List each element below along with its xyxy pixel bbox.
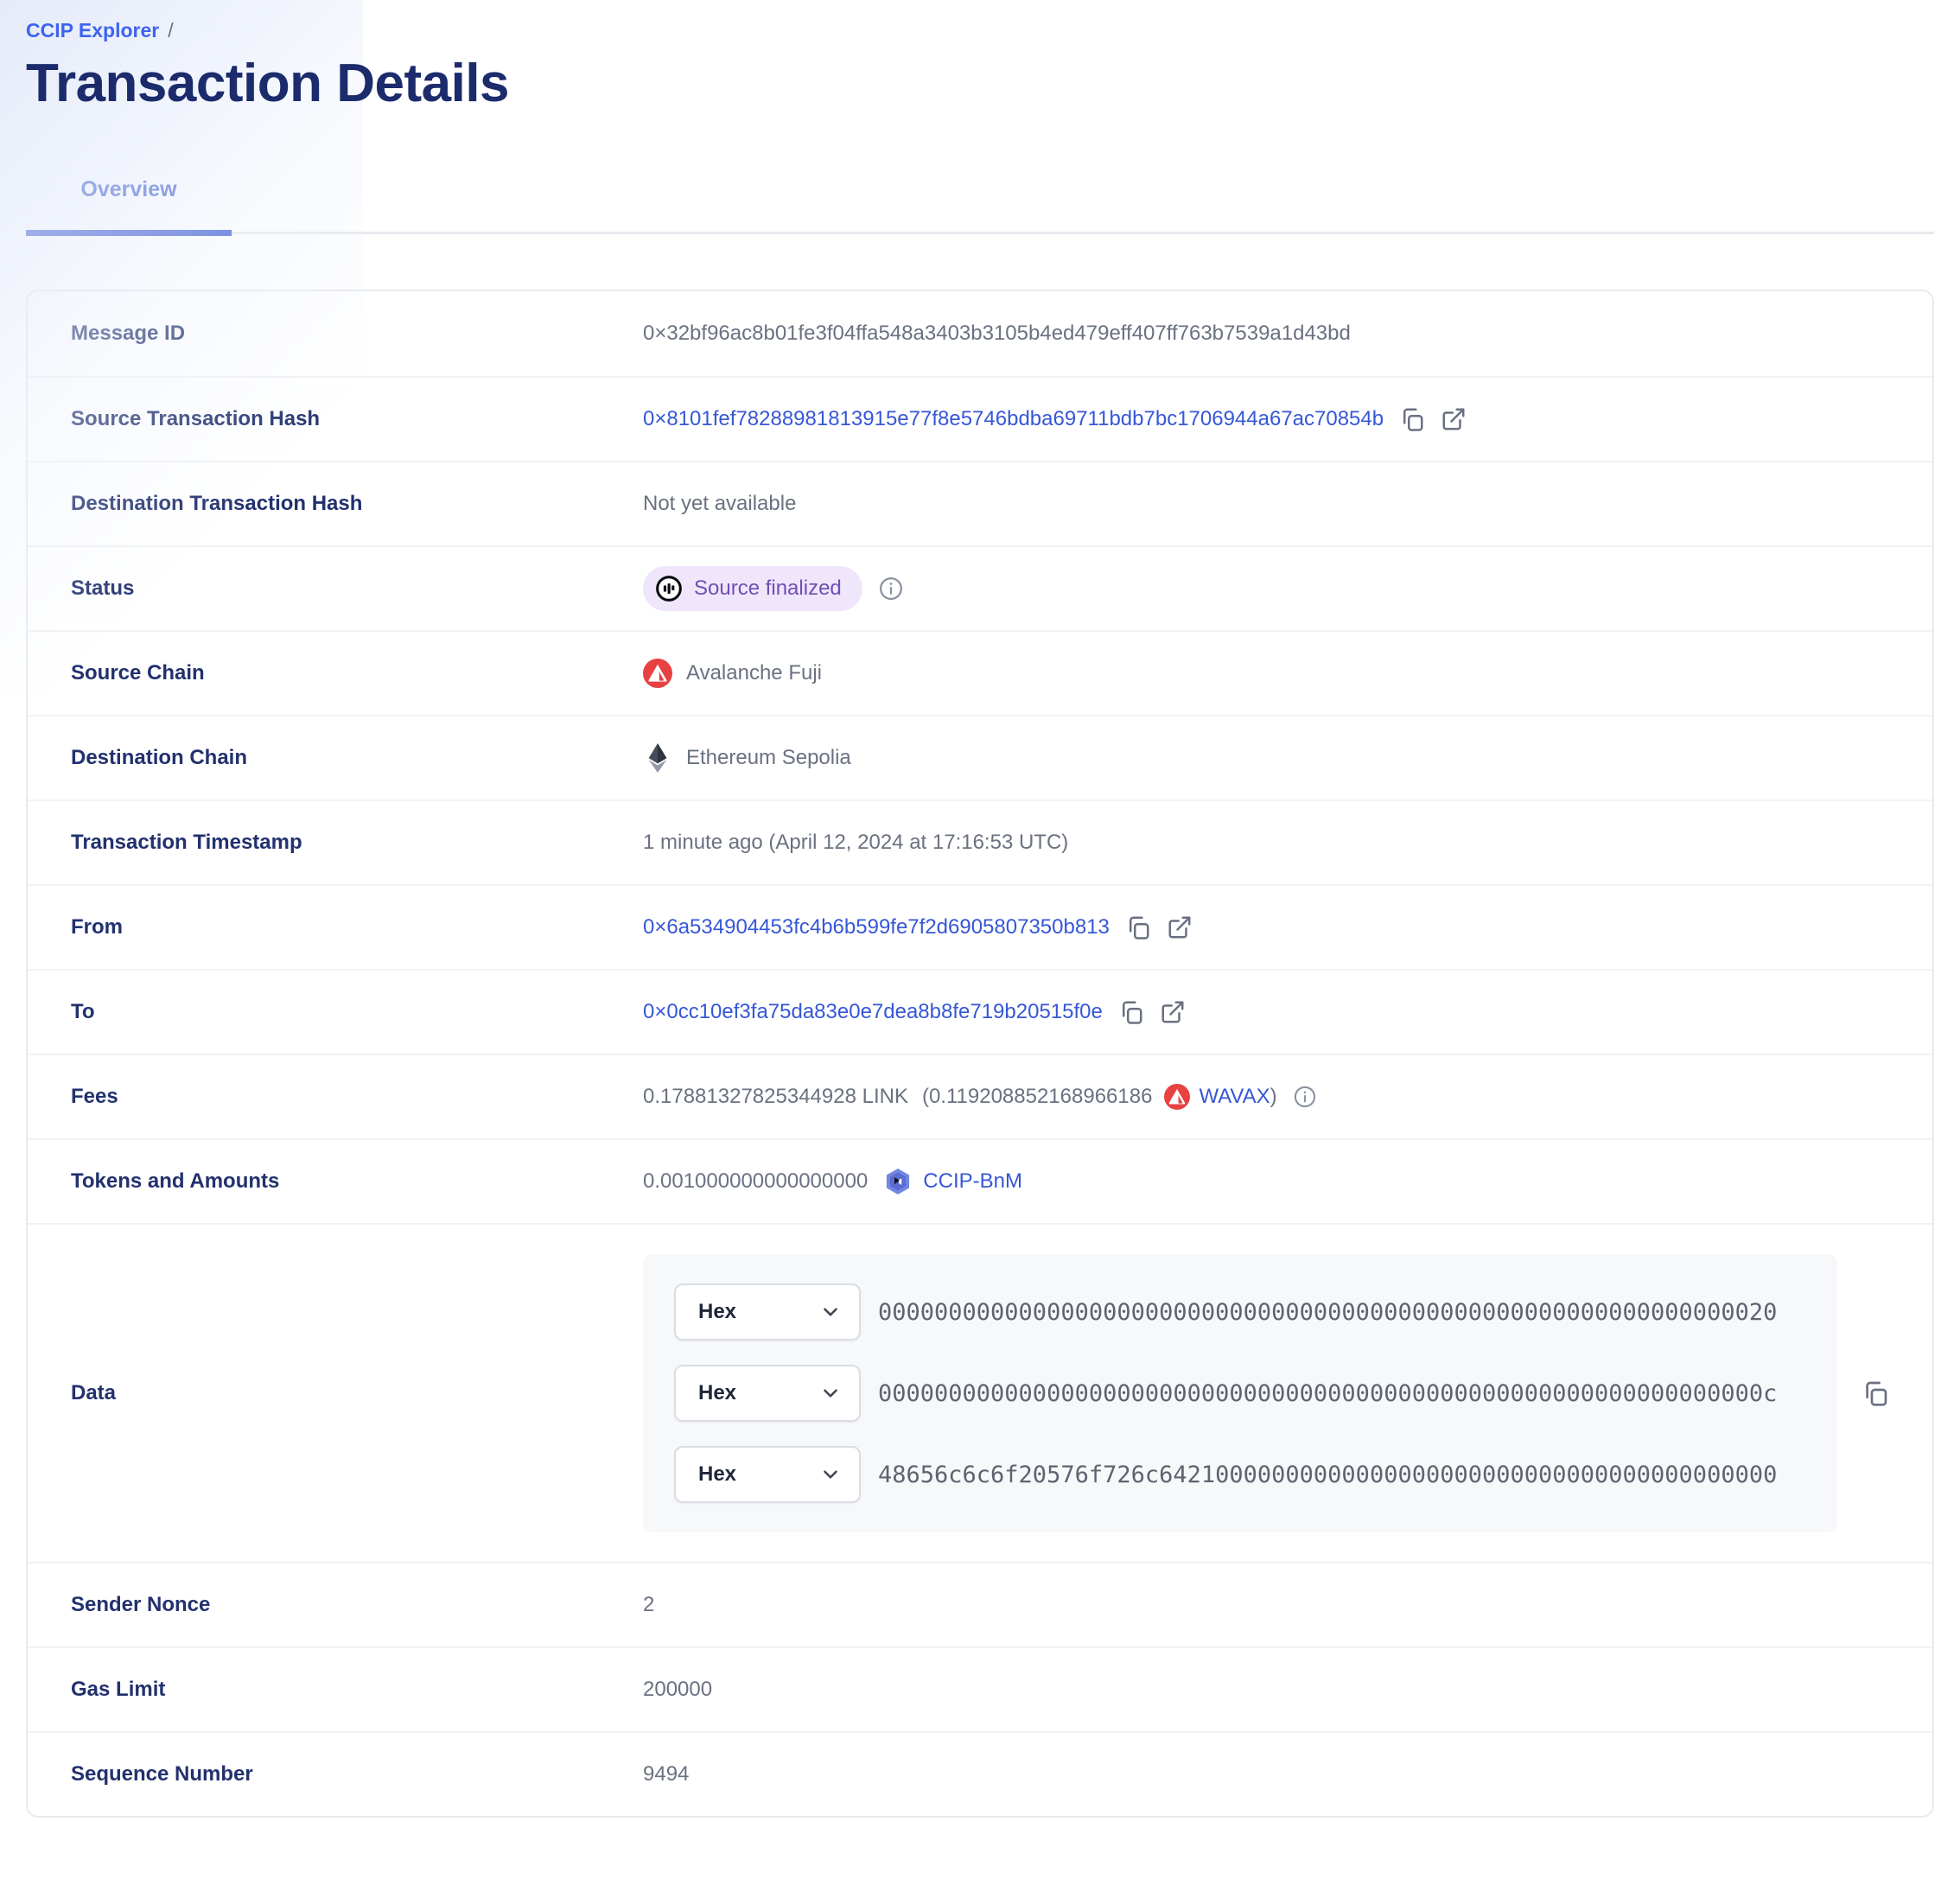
info-icon (1293, 1085, 1317, 1109)
table-row-to: To 0×0cc10ef3fa75da83e0e7dea8b8fe719b205… (28, 969, 1932, 1054)
row-label: To (71, 1000, 95, 1024)
tab-bar: Overview (26, 177, 1934, 237)
info-icon (878, 576, 904, 602)
table-row-timestamp: Transaction Timestamp 1 minute ago (Apri… (28, 799, 1932, 884)
copy-icon (1125, 914, 1151, 940)
external-link-icon (1160, 999, 1186, 1025)
fees-close-paren: ) (1270, 1085, 1277, 1109)
copy-button[interactable] (1118, 999, 1144, 1025)
copy-button[interactable] (1399, 406, 1425, 432)
copy-icon (1861, 1379, 1889, 1407)
data-line: Hex 000000000000000000000000000000000000… (674, 1365, 1806, 1423)
dest-chain-name: Ethereum Sepolia (686, 746, 851, 770)
dest-tx-hash-value: Not yet available (643, 492, 797, 516)
table-row-message-id: Message ID 0×32bf96ac8b01fe3f04ffa548a34… (28, 291, 1932, 376)
table-row-fees: Fees 0.17881327825344928 LINK (0.1192088… (28, 1054, 1932, 1138)
row-label: Sender Nonce (71, 1593, 211, 1617)
hex-select-value: Hex (698, 1381, 737, 1405)
data-hex-value: 0000000000000000000000000000000000000000… (878, 1298, 1778, 1326)
signal-bars-icon (655, 575, 683, 602)
data-hex-value: 0000000000000000000000000000000000000000… (878, 1379, 1778, 1407)
copy-icon (1399, 406, 1425, 432)
hex-format-select[interactable]: Hex (674, 1365, 861, 1423)
chevron-down-icon (819, 1463, 842, 1486)
token-amount: 0.001000000000000000 (643, 1169, 869, 1194)
external-link-button[interactable] (1441, 406, 1467, 432)
page-title: Transaction Details (26, 54, 510, 113)
from-address-link[interactable]: 0×6a534904453fc4b6b599fe7f2d6905807350b8… (643, 915, 1110, 939)
table-row-data: Data Hex 0000000000000000000000000000000… (28, 1223, 1932, 1562)
external-link-button[interactable] (1160, 999, 1186, 1025)
data-line: Hex 000000000000000000000000000000000000… (674, 1283, 1806, 1341)
data-line: Hex 48656c6c6f20576f726c6421000000000000… (674, 1446, 1806, 1504)
external-link-icon (1167, 914, 1193, 940)
row-label: Data (71, 1381, 117, 1405)
hex-format-select[interactable]: Hex (674, 1283, 861, 1341)
row-label: Fees (71, 1085, 118, 1109)
table-row-status: Status Source finalized (28, 545, 1932, 630)
page-header: CCIP Explorer / Transaction Details (0, 0, 1960, 113)
table-row-source-tx-hash: Source Transaction Hash 0×8101fef7828898… (28, 376, 1932, 461)
table-row-dest-chain: Destination Chain Ethereum Sepolia (28, 715, 1932, 799)
hex-select-value: Hex (698, 1462, 737, 1487)
copy-icon (1118, 999, 1144, 1025)
row-label: Source Chain (71, 661, 205, 685)
external-link-icon (1441, 406, 1467, 432)
breadcrumb-separator: / (168, 19, 174, 41)
copy-button[interactable] (1125, 914, 1151, 940)
breadcrumb-link-ccip-explorer[interactable]: CCIP Explorer (26, 19, 160, 41)
status-info-trigger[interactable] (878, 576, 904, 602)
to-address-link[interactable]: 0×0cc10ef3fa75da83e0e7dea8b8fe719b20515f… (643, 1000, 1103, 1024)
data-copy-button[interactable] (1861, 1379, 1889, 1407)
data-hex-value: 48656c6c6f20576f726c64210000000000000000… (878, 1461, 1778, 1488)
row-label: Status (71, 576, 135, 601)
sequence-number-value: 9494 (643, 1762, 690, 1787)
row-label: Gas Limit (71, 1678, 166, 1702)
table-row-tokens: Tokens and Amounts 0.001000000000000000 … (28, 1138, 1932, 1223)
row-label: Destination Transaction Hash (71, 492, 363, 516)
row-label: Transaction Timestamp (71, 831, 302, 855)
row-label: Source Transaction Hash (71, 407, 321, 431)
transaction-details-card: Message ID 0×32bf96ac8b01fe3f04ffa548a34… (26, 290, 1934, 1818)
status-badge: Source finalized (643, 566, 862, 612)
status-badge-label: Source finalized (694, 576, 842, 601)
breadcrumb: CCIP Explorer / (26, 19, 1960, 42)
table-row-dest-tx-hash: Destination Transaction Hash Not yet ava… (28, 461, 1932, 545)
table-row-sequence-number: Sequence Number 9494 (28, 1731, 1932, 1816)
fees-info-trigger[interactable] (1293, 1085, 1317, 1109)
row-label: From (71, 915, 123, 939)
data-hex-panel: Hex 000000000000000000000000000000000000… (643, 1254, 1837, 1533)
sender-nonce-value: 2 (643, 1593, 655, 1617)
hex-select-value: Hex (698, 1300, 737, 1324)
wavax-token-link[interactable]: WAVAX (1199, 1085, 1270, 1109)
table-row-sender-nonce: Sender Nonce 2 (28, 1562, 1932, 1646)
source-tx-hash-link[interactable]: 0×8101fef78288981813915e77f8e5746bdba697… (643, 407, 1384, 431)
tab-overview[interactable]: Overview (26, 177, 232, 237)
timestamp-value: 1 minute ago (April 12, 2024 at 17:16:53… (643, 831, 1069, 855)
row-label: Message ID (71, 322, 186, 346)
chevron-down-icon (819, 1301, 842, 1323)
fees-link-amount: 0.17881327825344928 LINK (643, 1085, 908, 1109)
ccip-hexagon-token-icon (883, 1167, 913, 1196)
hex-format-select[interactable]: Hex (674, 1446, 861, 1504)
avalanche-logo (643, 659, 672, 689)
source-chain-name: Avalanche Fuji (686, 661, 822, 685)
chevron-down-icon (819, 1382, 842, 1404)
table-row-source-chain: Source Chain Avalanche Fuji (28, 630, 1932, 715)
ccip-bnm-token-link[interactable]: CCIP-BnM (923, 1169, 1022, 1194)
ethereum-logo (643, 743, 672, 774)
row-label: Sequence Number (71, 1762, 253, 1787)
row-label: Destination Chain (71, 746, 248, 770)
fees-converted-amount: (0.119208852168966186 (921, 1085, 1153, 1109)
table-row-from: From 0×6a534904453fc4b6b599fe7f2d6905807… (28, 884, 1932, 969)
table-row-gas-limit: Gas Limit 200000 (28, 1646, 1932, 1731)
message-id-value: 0×32bf96ac8b01fe3f04ffa548a3403b3105b4ed… (643, 322, 1351, 346)
row-label: Tokens and Amounts (71, 1169, 280, 1194)
avalanche-logo (1164, 1084, 1191, 1111)
gas-limit-value: 200000 (643, 1678, 713, 1702)
external-link-button[interactable] (1167, 914, 1193, 940)
